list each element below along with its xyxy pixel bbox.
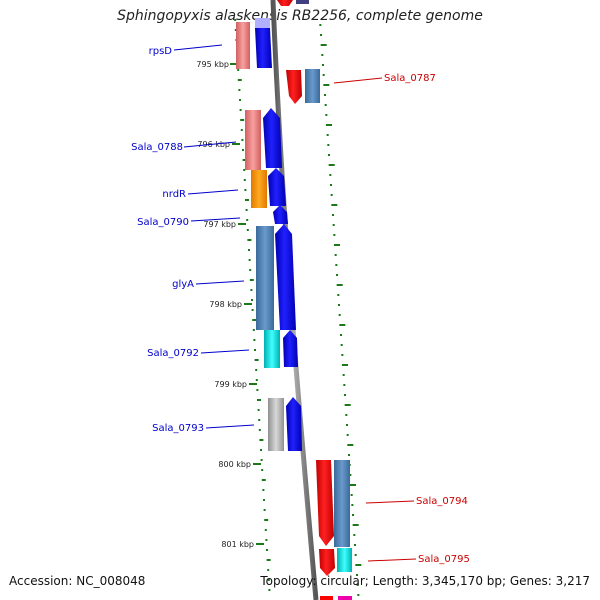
gene-arrow-Sala_0794: [316, 460, 334, 546]
cog-box-rpsD-top: [255, 18, 270, 28]
cog-box-Sala_0788: [245, 110, 261, 170]
cog-box-Sala_0787: [305, 69, 320, 103]
cog-box-glyA: [256, 226, 274, 330]
gene-arrow-Sala_0795: [319, 549, 335, 576]
accession-text: Accession: NC_008048: [9, 574, 146, 588]
kbp-label: 799 kbp: [214, 380, 247, 389]
topology-text: Topology: circular; Length: 3,345,170 bp…: [260, 574, 590, 588]
gene-label-glyA[interactable]: glyA: [172, 279, 194, 290]
gene-label-Sala_0787[interactable]: Sala_0787: [384, 73, 436, 84]
gene-label-Sala_0788[interactable]: Sala_0788: [131, 142, 183, 153]
partial-gene-bottom-magenta: [338, 596, 352, 600]
cog-box-rpsD: [236, 22, 250, 69]
kbp-label: 800 kbp: [218, 460, 251, 469]
leader-lines-right: [333, 77, 417, 562]
cog-box-Sala_0794: [334, 460, 350, 547]
gene-arrow-nrdR: [268, 168, 286, 206]
gene-label-Sala_0795[interactable]: Sala_0795: [418, 554, 470, 565]
partial-gene-bottom-red: [320, 596, 333, 600]
gene-label-rpsD[interactable]: rpsD: [149, 46, 173, 57]
kbp-label: 797 kbp: [203, 220, 236, 229]
gene-arrow-Sala_0788: [263, 108, 282, 168]
kbp-label: 798 kbp: [209, 300, 242, 309]
cog-box-Sala_0795: [337, 548, 352, 572]
gene-arrow-Sala_0790: [273, 205, 288, 224]
cog-box-Sala_0793: [268, 398, 284, 451]
leader-lines-left: [173, 44, 255, 429]
map-title: Sphingopyxis alaskensis RB2256, complete…: [117, 8, 483, 24]
kbp-ticks: [230, 63, 264, 545]
gene-label-Sala_0792[interactable]: Sala_0792: [147, 348, 199, 359]
gene-arrow-Sala_0793: [286, 397, 302, 451]
partial-gene-top-purple: [296, 0, 309, 4]
cog-box-Sala_0792: [264, 330, 280, 368]
gene-label-Sala_0794[interactable]: Sala_0794: [416, 496, 468, 507]
gene-label-Sala_0790[interactable]: Sala_0790: [137, 217, 189, 228]
gene-arrow-Sala_0792: [283, 330, 298, 367]
gene-label-Sala_0793[interactable]: Sala_0793: [152, 423, 204, 434]
kbp-label: 795 kbp: [196, 60, 229, 69]
cog-box-nrdR: [251, 170, 267, 208]
tick-rail-right: [319, 24, 362, 596]
gene-arrow-glyA: [275, 224, 296, 330]
partial-gene-top-red: [277, 0, 293, 6]
kbp-label: 801 kbp: [221, 540, 254, 549]
gene-arrow-Sala_0787: [286, 70, 302, 104]
gene-arrow-rpsD: [255, 28, 272, 68]
gene-label-nrdR[interactable]: nrdR: [162, 189, 186, 200]
